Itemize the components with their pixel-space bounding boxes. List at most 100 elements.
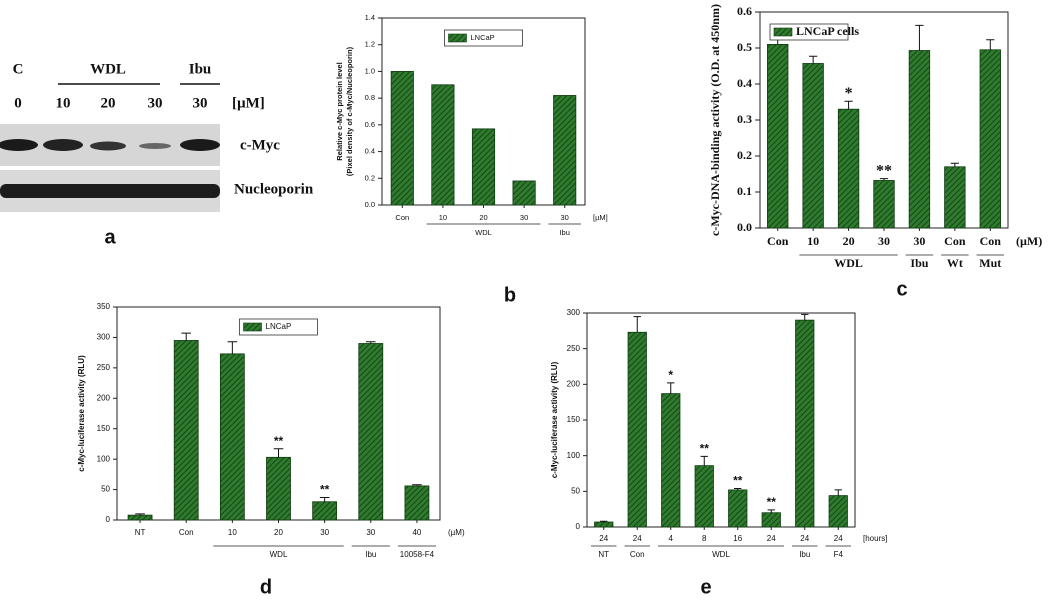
error-bar <box>879 178 889 181</box>
bar <box>219 353 245 521</box>
y-tick-label: 0.6 <box>365 120 375 129</box>
y-tick-label: 0 <box>106 515 111 524</box>
x-unit: (µM) <box>1016 234 1042 248</box>
x-tick-label: 20 <box>843 234 855 248</box>
y-tick-label: 0.6 <box>737 4 752 18</box>
bar <box>390 71 414 206</box>
error-bar <box>734 487 742 490</box>
blot-band <box>180 139 220 151</box>
x-unit: [hours] <box>863 534 887 543</box>
x-tick-label: 10 <box>439 213 447 222</box>
group-label: WDL <box>270 550 288 559</box>
panel-letter: d <box>260 576 272 598</box>
y-tick-label: 1.4 <box>365 13 375 22</box>
y-axis-label: c-Myc-luciferase activity (RLU) <box>550 361 559 478</box>
y-tick-label: 0.4 <box>737 76 752 90</box>
y-tick-label: 50 <box>571 486 580 495</box>
y-tick-label: 0.8 <box>365 93 375 102</box>
x-tick-label: 30 <box>320 528 329 537</box>
x-tick-label: 30 <box>520 213 528 222</box>
group-label: Ibu <box>799 550 810 559</box>
bar <box>802 63 824 229</box>
group-label: F4 <box>834 550 844 559</box>
x-tick-label: 10 <box>228 528 237 537</box>
x-tick-label: 24 <box>834 534 843 543</box>
error-bar <box>809 55 818 64</box>
x-tick-label: 24 <box>800 534 809 543</box>
blot-dose: 20 <box>101 95 116 111</box>
y-tick-label: 0.3 <box>737 112 752 126</box>
bar <box>127 514 153 521</box>
legend-swatch <box>773 27 793 37</box>
panel-letter: a <box>104 226 116 248</box>
x-tick-label: Con <box>980 234 1002 248</box>
blot-unit: [µM] <box>232 95 265 111</box>
y-tick-label: 0.2 <box>365 173 375 182</box>
x-tick-label: 30 <box>561 213 569 222</box>
legend-label: LNCaP cells <box>796 24 859 38</box>
y-tick-label: 0.0 <box>365 200 375 209</box>
group-label: Wt <box>947 256 963 270</box>
blot-row-label: Nucleoporin <box>234 181 314 197</box>
bar <box>728 489 748 528</box>
y-tick-label: 0 <box>576 522 581 531</box>
blot-row-label: c-Myc <box>240 137 280 153</box>
legend-label: LNCaP <box>266 322 292 331</box>
bar <box>431 84 455 206</box>
bar <box>358 343 384 521</box>
bar <box>266 456 291 521</box>
error-bar <box>633 316 641 333</box>
significance: ** <box>876 162 892 179</box>
blot-band <box>43 139 83 151</box>
blot-dose: 30 <box>193 95 208 111</box>
error-bar <box>834 489 842 496</box>
group-label: Ibu <box>559 228 569 237</box>
y-tick-label: 0.2 <box>737 148 752 162</box>
y-tick-label: 150 <box>567 415 581 424</box>
blot-band <box>90 141 126 151</box>
legend-label: LNCaP <box>471 33 495 42</box>
bar <box>471 128 496 206</box>
x-tick-label: 16 <box>733 534 742 543</box>
y-axis-label: c-Myc-luciferase activity (RLU) <box>77 355 86 472</box>
error-bar <box>667 382 675 394</box>
panel-letter: b <box>504 284 516 306</box>
x-tick-label: 30 <box>913 234 925 248</box>
panel-letters: a b c d e <box>104 226 907 598</box>
x-tick-label: 4 <box>669 534 674 543</box>
y-tick-label: 300 <box>567 308 581 317</box>
error-bar <box>986 39 995 50</box>
error-bar <box>600 520 608 523</box>
error-bar <box>135 513 145 516</box>
x-unit: (µM) <box>448 528 465 537</box>
bar <box>553 95 577 206</box>
plot-frame <box>586 312 856 528</box>
y-tick-label: 0.4 <box>365 147 375 156</box>
y-tick-label: 250 <box>567 344 581 353</box>
error-bar <box>319 496 330 502</box>
x-tick-label: Con <box>944 234 966 248</box>
group-label: 10058-F4 <box>400 550 435 559</box>
error-bar <box>365 341 376 344</box>
group-label: WDL <box>475 228 492 237</box>
error-bar <box>227 341 238 354</box>
x-tick-label: 30 <box>366 528 375 537</box>
y-tick-label: 0.1 <box>737 184 752 198</box>
y-tick-label: 350 <box>97 302 111 311</box>
bar <box>767 44 789 229</box>
bar <box>979 49 1001 229</box>
x-tick-label: 24 <box>599 534 608 543</box>
bar <box>795 319 815 528</box>
blot-dose: 30 <box>148 95 163 111</box>
significance: ** <box>767 495 777 509</box>
blot-treatment: C <box>13 61 24 77</box>
y-tick-label: 1.0 <box>365 66 375 75</box>
y-tick-label: 0.5 <box>737 40 752 54</box>
bar <box>627 331 647 528</box>
significance: * <box>668 368 673 382</box>
error-bar <box>700 455 708 466</box>
x-tick-label: 20 <box>479 213 487 222</box>
y-tick-label: 100 <box>567 451 581 460</box>
y-axis-label: c-Myc-DNA-binding activity (O.D. at 450n… <box>708 4 722 236</box>
